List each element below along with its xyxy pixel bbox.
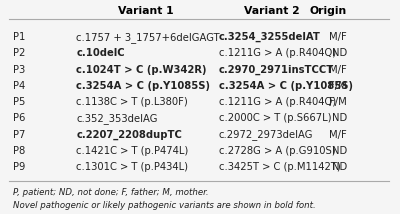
Text: c.3254A > C (p.Y1085S): c.3254A > C (p.Y1085S) — [76, 81, 210, 91]
Text: P4: P4 — [13, 81, 26, 91]
Text: Variant 2: Variant 2 — [244, 6, 300, 16]
Text: c.1211G > A (p.R404Q): c.1211G > A (p.R404Q) — [219, 48, 336, 58]
Text: Variant 1: Variant 1 — [118, 6, 174, 16]
Text: P2: P2 — [13, 48, 26, 58]
Text: Novel pathogenic or likely pathogenic variants are shown in bold font.: Novel pathogenic or likely pathogenic va… — [13, 201, 316, 210]
Text: F/M: F/M — [330, 97, 347, 107]
Text: F/M: F/M — [330, 81, 347, 91]
Text: M/F: M/F — [330, 65, 347, 75]
Text: c.1757 + 3_1757+6delGAGT: c.1757 + 3_1757+6delGAGT — [76, 32, 220, 43]
Text: c.2207_2208dupTC: c.2207_2208dupTC — [76, 129, 182, 140]
Text: M/F: M/F — [330, 32, 347, 42]
Text: c.2000C > T (p.S667L): c.2000C > T (p.S667L) — [219, 113, 331, 123]
Text: P5: P5 — [13, 97, 26, 107]
Text: ND: ND — [332, 113, 347, 123]
Text: c.10delC: c.10delC — [76, 48, 125, 58]
Text: c.2970_2971insTCCT: c.2970_2971insTCCT — [219, 65, 334, 75]
Text: P1: P1 — [13, 32, 26, 42]
Text: c.2972_2973delAG: c.2972_2973delAG — [219, 129, 313, 140]
Text: P, patient; ND, not done; F, father; M, mother.: P, patient; ND, not done; F, father; M, … — [13, 187, 209, 196]
Text: c.2728G > A (p.G910S): c.2728G > A (p.G910S) — [219, 146, 335, 156]
Text: ND: ND — [332, 146, 347, 156]
Text: M/F: M/F — [330, 130, 347, 140]
Text: P6: P6 — [13, 113, 26, 123]
Text: c.1138C > T (p.L380F): c.1138C > T (p.L380F) — [76, 97, 188, 107]
Text: Origin: Origin — [310, 6, 347, 16]
Text: P7: P7 — [13, 130, 26, 140]
Text: c.1024T > C (p.W342R): c.1024T > C (p.W342R) — [76, 65, 207, 75]
Text: P3: P3 — [13, 65, 26, 75]
Text: P9: P9 — [13, 162, 26, 172]
Text: c.3254_3255delAT: c.3254_3255delAT — [219, 32, 321, 42]
Text: c.352_353delAG: c.352_353delAG — [76, 113, 158, 124]
Text: c.1211G > A (p.R404Q): c.1211G > A (p.R404Q) — [219, 97, 336, 107]
Text: c.3425T > C (p.M1142T): c.3425T > C (p.M1142T) — [219, 162, 340, 172]
Text: c.3254A > C (p.Y1085S): c.3254A > C (p.Y1085S) — [219, 81, 353, 91]
Text: ND: ND — [332, 48, 347, 58]
Text: ND: ND — [332, 162, 347, 172]
Text: P8: P8 — [13, 146, 26, 156]
Text: c.1421C > T (p.P474L): c.1421C > T (p.P474L) — [76, 146, 189, 156]
Text: c.1301C > T (p.P434L): c.1301C > T (p.P434L) — [76, 162, 188, 172]
